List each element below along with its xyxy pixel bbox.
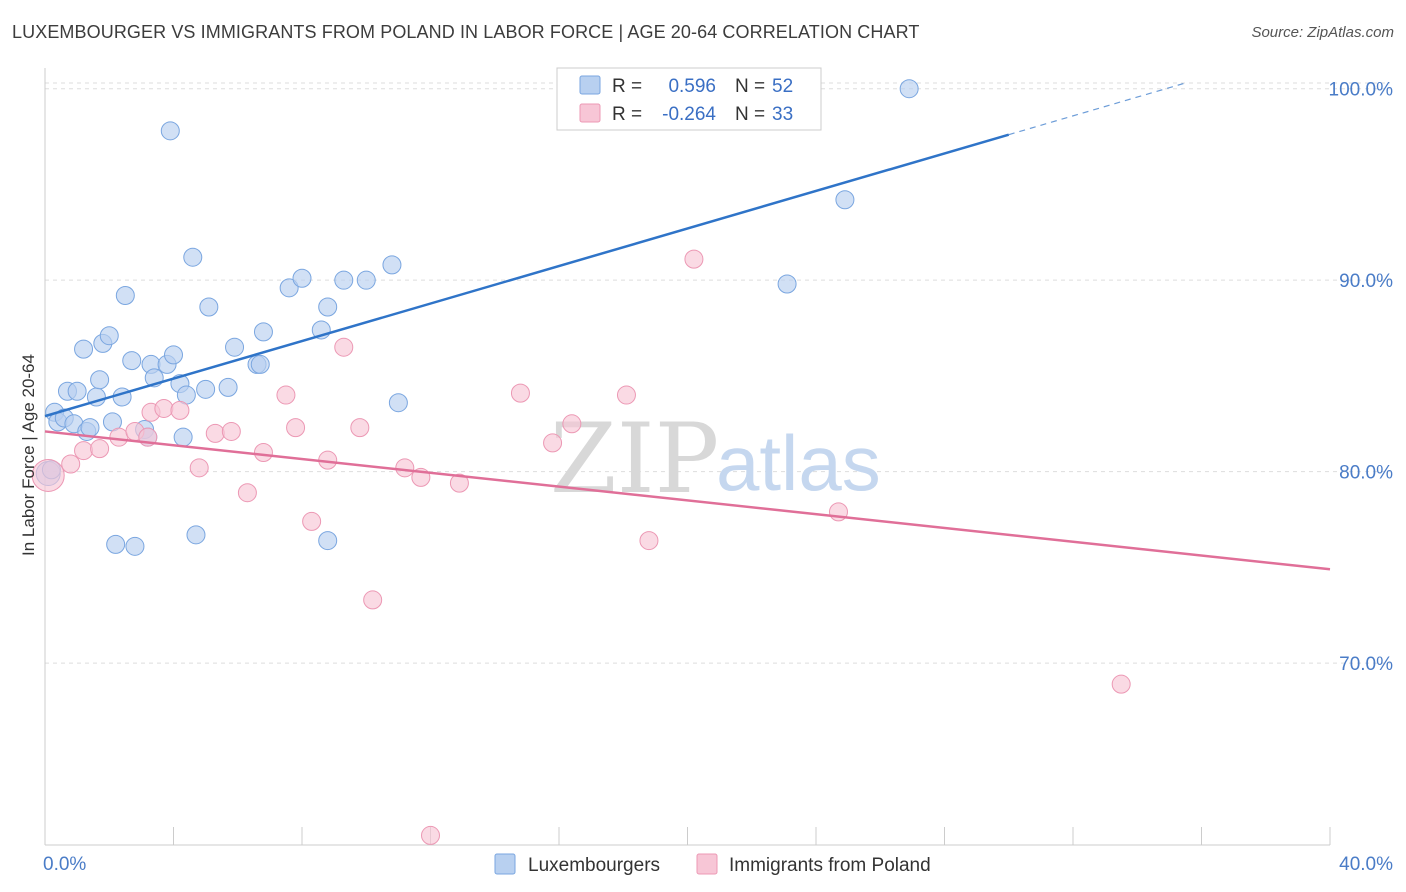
- point-immigrants-from-poland: [510, 383, 530, 403]
- legend-r-label-2: R =: [612, 104, 642, 125]
- point-immigrants-from-poland: [363, 590, 383, 610]
- point-luxembourgers: [279, 278, 299, 298]
- point-luxembourgers: [292, 268, 312, 288]
- point-luxembourgers: [80, 418, 100, 438]
- point-luxembourgers: [199, 297, 219, 317]
- point-immigrants-from-poland: [562, 414, 582, 434]
- legend-n-value-2: 33: [772, 104, 793, 125]
- point-immigrants-from-poland: [1111, 674, 1131, 694]
- watermark-atlas: atlas: [716, 419, 881, 507]
- point-luxembourgers: [318, 297, 338, 317]
- point-immigrants-from-poland: [449, 473, 469, 493]
- grid-lines: [45, 82, 1390, 664]
- axes: 70.0% 80.0% 90.0% 100.0% 0.0% 40.0%: [43, 68, 1393, 875]
- point-luxembourgers: [318, 531, 338, 551]
- point-luxembourgers: [356, 270, 376, 290]
- point-immigrants-from-poland: [61, 454, 81, 474]
- chart-title: LUXEMBOURGER VS IMMIGRANTS FROM POLAND I…: [12, 22, 920, 42]
- point-luxembourgers: [67, 381, 87, 401]
- series-luxembourgers: [35, 79, 919, 556]
- point-luxembourgers: [225, 337, 245, 357]
- legend-swatch-blue: [579, 75, 601, 95]
- point-immigrants-from-poland: [286, 418, 306, 438]
- series-immigrants-from-poland: [31, 249, 1131, 845]
- point-luxembourgers: [382, 255, 402, 275]
- point-luxembourgers: [250, 354, 270, 374]
- point-immigrants-from-poland: [170, 400, 190, 420]
- point-immigrants-from-poland: [334, 337, 354, 357]
- legend-n-value-1: 52: [772, 76, 793, 97]
- legend-frame: [556, 67, 822, 131]
- point-luxembourgers: [196, 379, 216, 399]
- point-immigrants-from-poland: [543, 433, 563, 453]
- legend-label-immigrants-from-poland: Immigrants from Poland: [729, 855, 931, 876]
- point-luxembourgers: [186, 525, 206, 545]
- x-tick-label-max: 40.0%: [1339, 854, 1393, 875]
- legend-r-value-1: 0.596: [668, 76, 716, 97]
- point-immigrants-from-poland: [205, 423, 225, 443]
- point-immigrants-from-poland: [639, 531, 659, 551]
- x-tick-label-min: 0.0%: [43, 854, 86, 875]
- point-luxembourgers: [899, 79, 919, 99]
- y-axis-label: In Labor Force | Age 20-64: [19, 354, 38, 556]
- point-immigrants-from-poland: [616, 385, 636, 405]
- point-immigrants-from-poland: [350, 418, 370, 438]
- point-luxembourgers: [835, 190, 855, 210]
- chart-source: Source: ZipAtlas.com: [1251, 24, 1394, 41]
- point-immigrants-from-poland: [395, 458, 415, 478]
- trendline-luxembourgers-extension: [1008, 82, 1186, 136]
- point-immigrants-from-poland: [302, 511, 322, 531]
- point-luxembourgers: [106, 534, 126, 554]
- point-immigrants-from-poland: [237, 483, 257, 503]
- point-luxembourgers: [125, 536, 145, 556]
- point-luxembourgers: [90, 370, 110, 390]
- trend-lines: [44, 82, 1331, 571]
- legend-swatch-pink: [579, 103, 601, 123]
- point-immigrants-from-poland: [276, 385, 296, 405]
- y-tick-label: 90.0%: [1339, 271, 1393, 292]
- point-immigrants-from-poland: [74, 441, 94, 461]
- legend-correlation: R = 0.596 N = 52 R = -0.264 N = 33: [556, 67, 822, 131]
- point-immigrants-from-poland: [684, 249, 704, 269]
- point-luxembourgers: [74, 339, 94, 359]
- legend-r-value-2: -0.264: [662, 104, 716, 125]
- watermark: ZIP atlas: [550, 403, 881, 515]
- point-luxembourgers: [777, 274, 797, 294]
- legend-swatch-immigrants-from-poland: [696, 853, 718, 875]
- point-luxembourgers: [173, 427, 193, 447]
- point-luxembourgers: [164, 345, 183, 365]
- point-immigrants-from-poland: [421, 825, 440, 845]
- point-luxembourgers: [160, 121, 180, 141]
- point-luxembourgers: [218, 377, 238, 397]
- point-immigrants-from-poland: [31, 458, 65, 492]
- point-immigrants-from-poland: [221, 421, 241, 441]
- point-immigrants-from-poland: [154, 398, 174, 418]
- point-immigrants-from-poland: [189, 458, 209, 478]
- point-immigrants-from-poland: [253, 443, 273, 462]
- point-luxembourgers: [115, 286, 135, 305]
- trendline-luxembourgers: [44, 133, 1010, 418]
- legend-swatch-luxembourgers: [494, 853, 516, 875]
- trendline-immigrants-from-poland: [44, 430, 1331, 571]
- point-luxembourgers: [122, 351, 142, 371]
- y-tick-label: 70.0%: [1339, 654, 1393, 675]
- legend-n-label-2: N =: [735, 104, 765, 125]
- legend-r-label-1: R =: [612, 76, 642, 97]
- point-immigrants-from-poland: [90, 439, 110, 459]
- point-luxembourgers: [183, 247, 203, 267]
- y-tick-label: 100.0%: [1329, 80, 1394, 101]
- point-luxembourgers: [334, 270, 354, 290]
- point-immigrants-from-poland: [109, 427, 129, 447]
- legend-label-luxembourgers: Luxembourgers: [528, 855, 660, 876]
- point-luxembourgers: [99, 326, 119, 346]
- legend-n-label-1: N =: [735, 76, 765, 97]
- y-tick-label: 80.0%: [1339, 463, 1393, 484]
- point-luxembourgers: [253, 322, 273, 342]
- point-luxembourgers: [388, 393, 408, 413]
- legend-series: Luxembourgers Immigrants from Poland: [494, 853, 931, 876]
